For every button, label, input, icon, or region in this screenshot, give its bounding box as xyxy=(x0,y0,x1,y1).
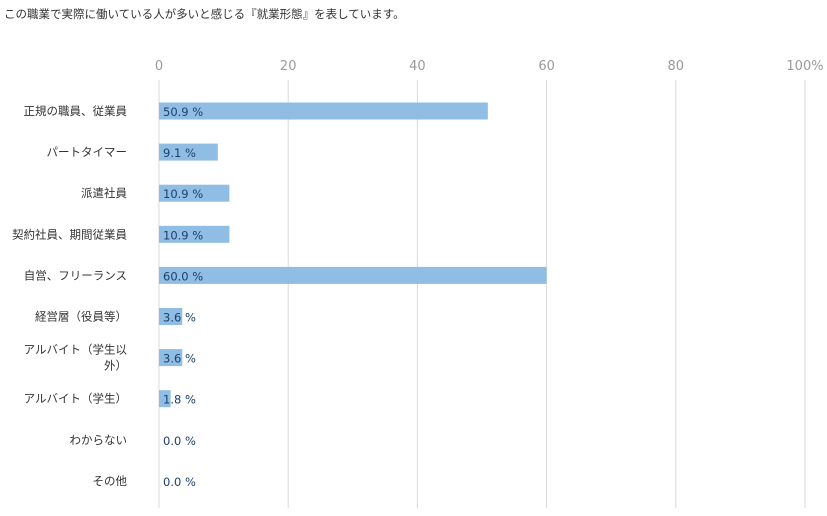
bar xyxy=(159,308,183,325)
x-tick-label: 80 xyxy=(668,59,685,74)
category-label: アルバイト（学生以外） xyxy=(24,343,128,373)
x-axis-ticks: 0 20 40 60 80 100% xyxy=(155,59,824,74)
category-label: アルバイト（学生） xyxy=(24,392,127,406)
bar xyxy=(159,184,230,202)
data-label: 60.0 % xyxy=(163,269,203,283)
data-label: 0.0 % xyxy=(163,475,196,489)
x-tick-label: 60 xyxy=(538,59,555,74)
bars xyxy=(159,102,547,408)
gridlines xyxy=(158,80,806,508)
bar xyxy=(159,225,230,243)
category-labels: 正規の職員、従業員パートタイマー派遣社員契約社員、期間従業員自営、フリーランス経… xyxy=(12,104,127,488)
data-label: 10.9 % xyxy=(163,228,203,242)
x-tick-label: 100% xyxy=(786,59,823,74)
bar xyxy=(159,266,547,284)
data-label: 10.9 % xyxy=(163,187,203,201)
data-label: 3.6 % xyxy=(163,352,196,366)
category-label: 契約社員、期間従業員 xyxy=(12,227,127,241)
category-label: 自営、フリーランス xyxy=(24,268,127,282)
value-labels: 50.9 % 9.1 % 10.9 % 10.9 % 60.0 % 3.6 % 3.6 % 1… xyxy=(163,105,203,489)
category-label: 派遣社員 xyxy=(81,186,127,200)
category-label: 経営層（役員等） xyxy=(35,310,127,324)
category-label: その他 xyxy=(93,474,128,488)
category-label: わからない xyxy=(70,433,128,447)
data-label: 0.0 % xyxy=(163,434,196,448)
x-tick-label: 20 xyxy=(280,59,297,74)
x-tick-label: 0 xyxy=(155,59,163,74)
data-label: 3.6 % xyxy=(163,311,196,325)
category-label: 正規の職員、従業員 xyxy=(24,104,128,118)
bar xyxy=(159,390,171,408)
bar xyxy=(159,143,218,161)
x-tick-label: 40 xyxy=(409,59,426,74)
bar xyxy=(159,102,488,120)
bar xyxy=(159,349,183,367)
data-label: 1.8 % xyxy=(163,393,196,407)
category-label: パートタイマー xyxy=(47,145,128,159)
data-label: 50.9 % xyxy=(163,105,203,119)
data-label: 9.1 % xyxy=(163,146,196,160)
chart-caption: この職業で実際に働いている人が多いと感じる『就業形態』を表しています。 xyxy=(4,7,405,21)
